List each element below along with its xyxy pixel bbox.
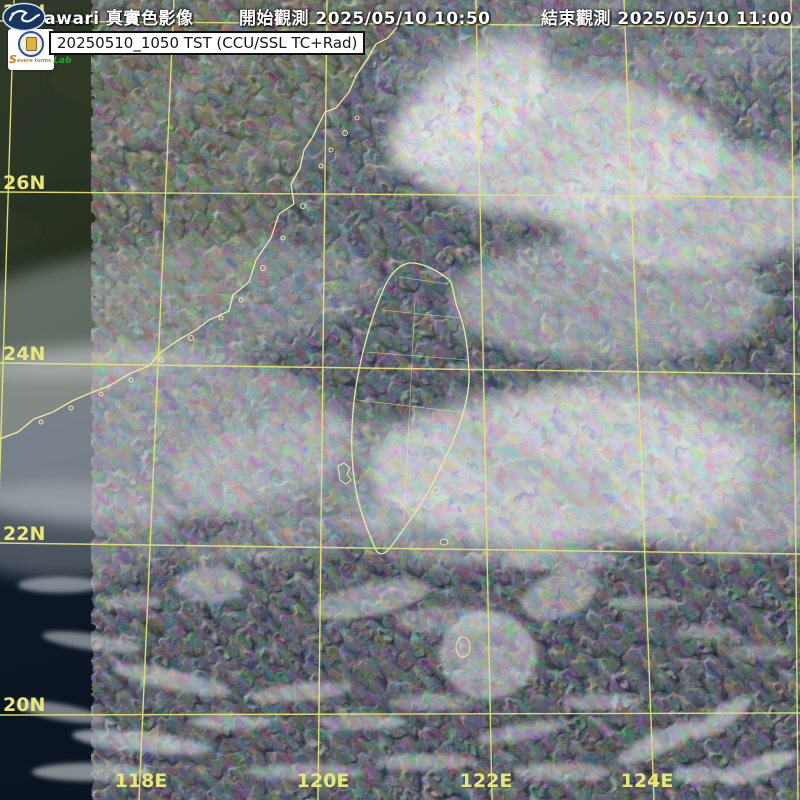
lab-logo-lab: Lab [53,56,72,66]
lat-label-20n: 20N [3,694,45,716]
gridline-22n [0,542,800,555]
lat-label-24n: 24N [3,343,45,365]
coastline-layer [0,26,471,658]
lon-label-120e: 120E [297,770,350,792]
offshore-islands [337,462,471,658]
gridline-126e [790,0,799,800]
gridline-116e [0,0,15,491]
gridline-20n [0,712,800,716]
gridline-122e [475,0,493,800]
lab-logo-smalltext: evere torms [16,57,52,64]
china-coastline [0,26,398,440]
taiwan-county-borders [356,276,469,521]
lon-label-124e: 124E [621,770,674,792]
ccu-lab-logo: Severe torms Lab [8,29,72,70]
gridline-124e [623,0,655,800]
obs-end-time: 結束觀測 2025/05/10 11:00 [541,9,793,29]
coastal-islands [38,115,360,425]
radar-layer [190,5,800,773]
product-title: Himawari 真實色影像 [5,9,194,29]
lat-label-26n: 26N [3,172,45,194]
gridline-26n [0,191,800,198]
header-bar: Himawari 真實色影像 開始觀測 2025/05/10 10:50 結束觀… [0,0,800,29]
lat-label-22n: 22N [3,523,45,545]
timestamp-stamp: 20250510_1050 TST (CCU/SSL TC+Rad) [49,31,366,55]
gridline-24n [0,362,800,375]
gridline-120e [317,0,328,800]
gridline-28n [0,20,800,28]
gridline-118e [138,0,175,800]
grid-labels: 28N 26N 24N 22N 20N 118E 120E 122E 124E [3,1,673,792]
obs-start-time: 開始觀測 2025/05/10 10:50 [239,9,491,29]
lon-label-118e: 118E [115,770,168,792]
lab-logo-initial: S [9,53,17,66]
university-seal-icon [18,31,44,57]
ssl-logo-swirl-icon [8,9,41,23]
ssl-logo [2,2,46,32]
lon-label-122e: 122E [460,770,513,792]
